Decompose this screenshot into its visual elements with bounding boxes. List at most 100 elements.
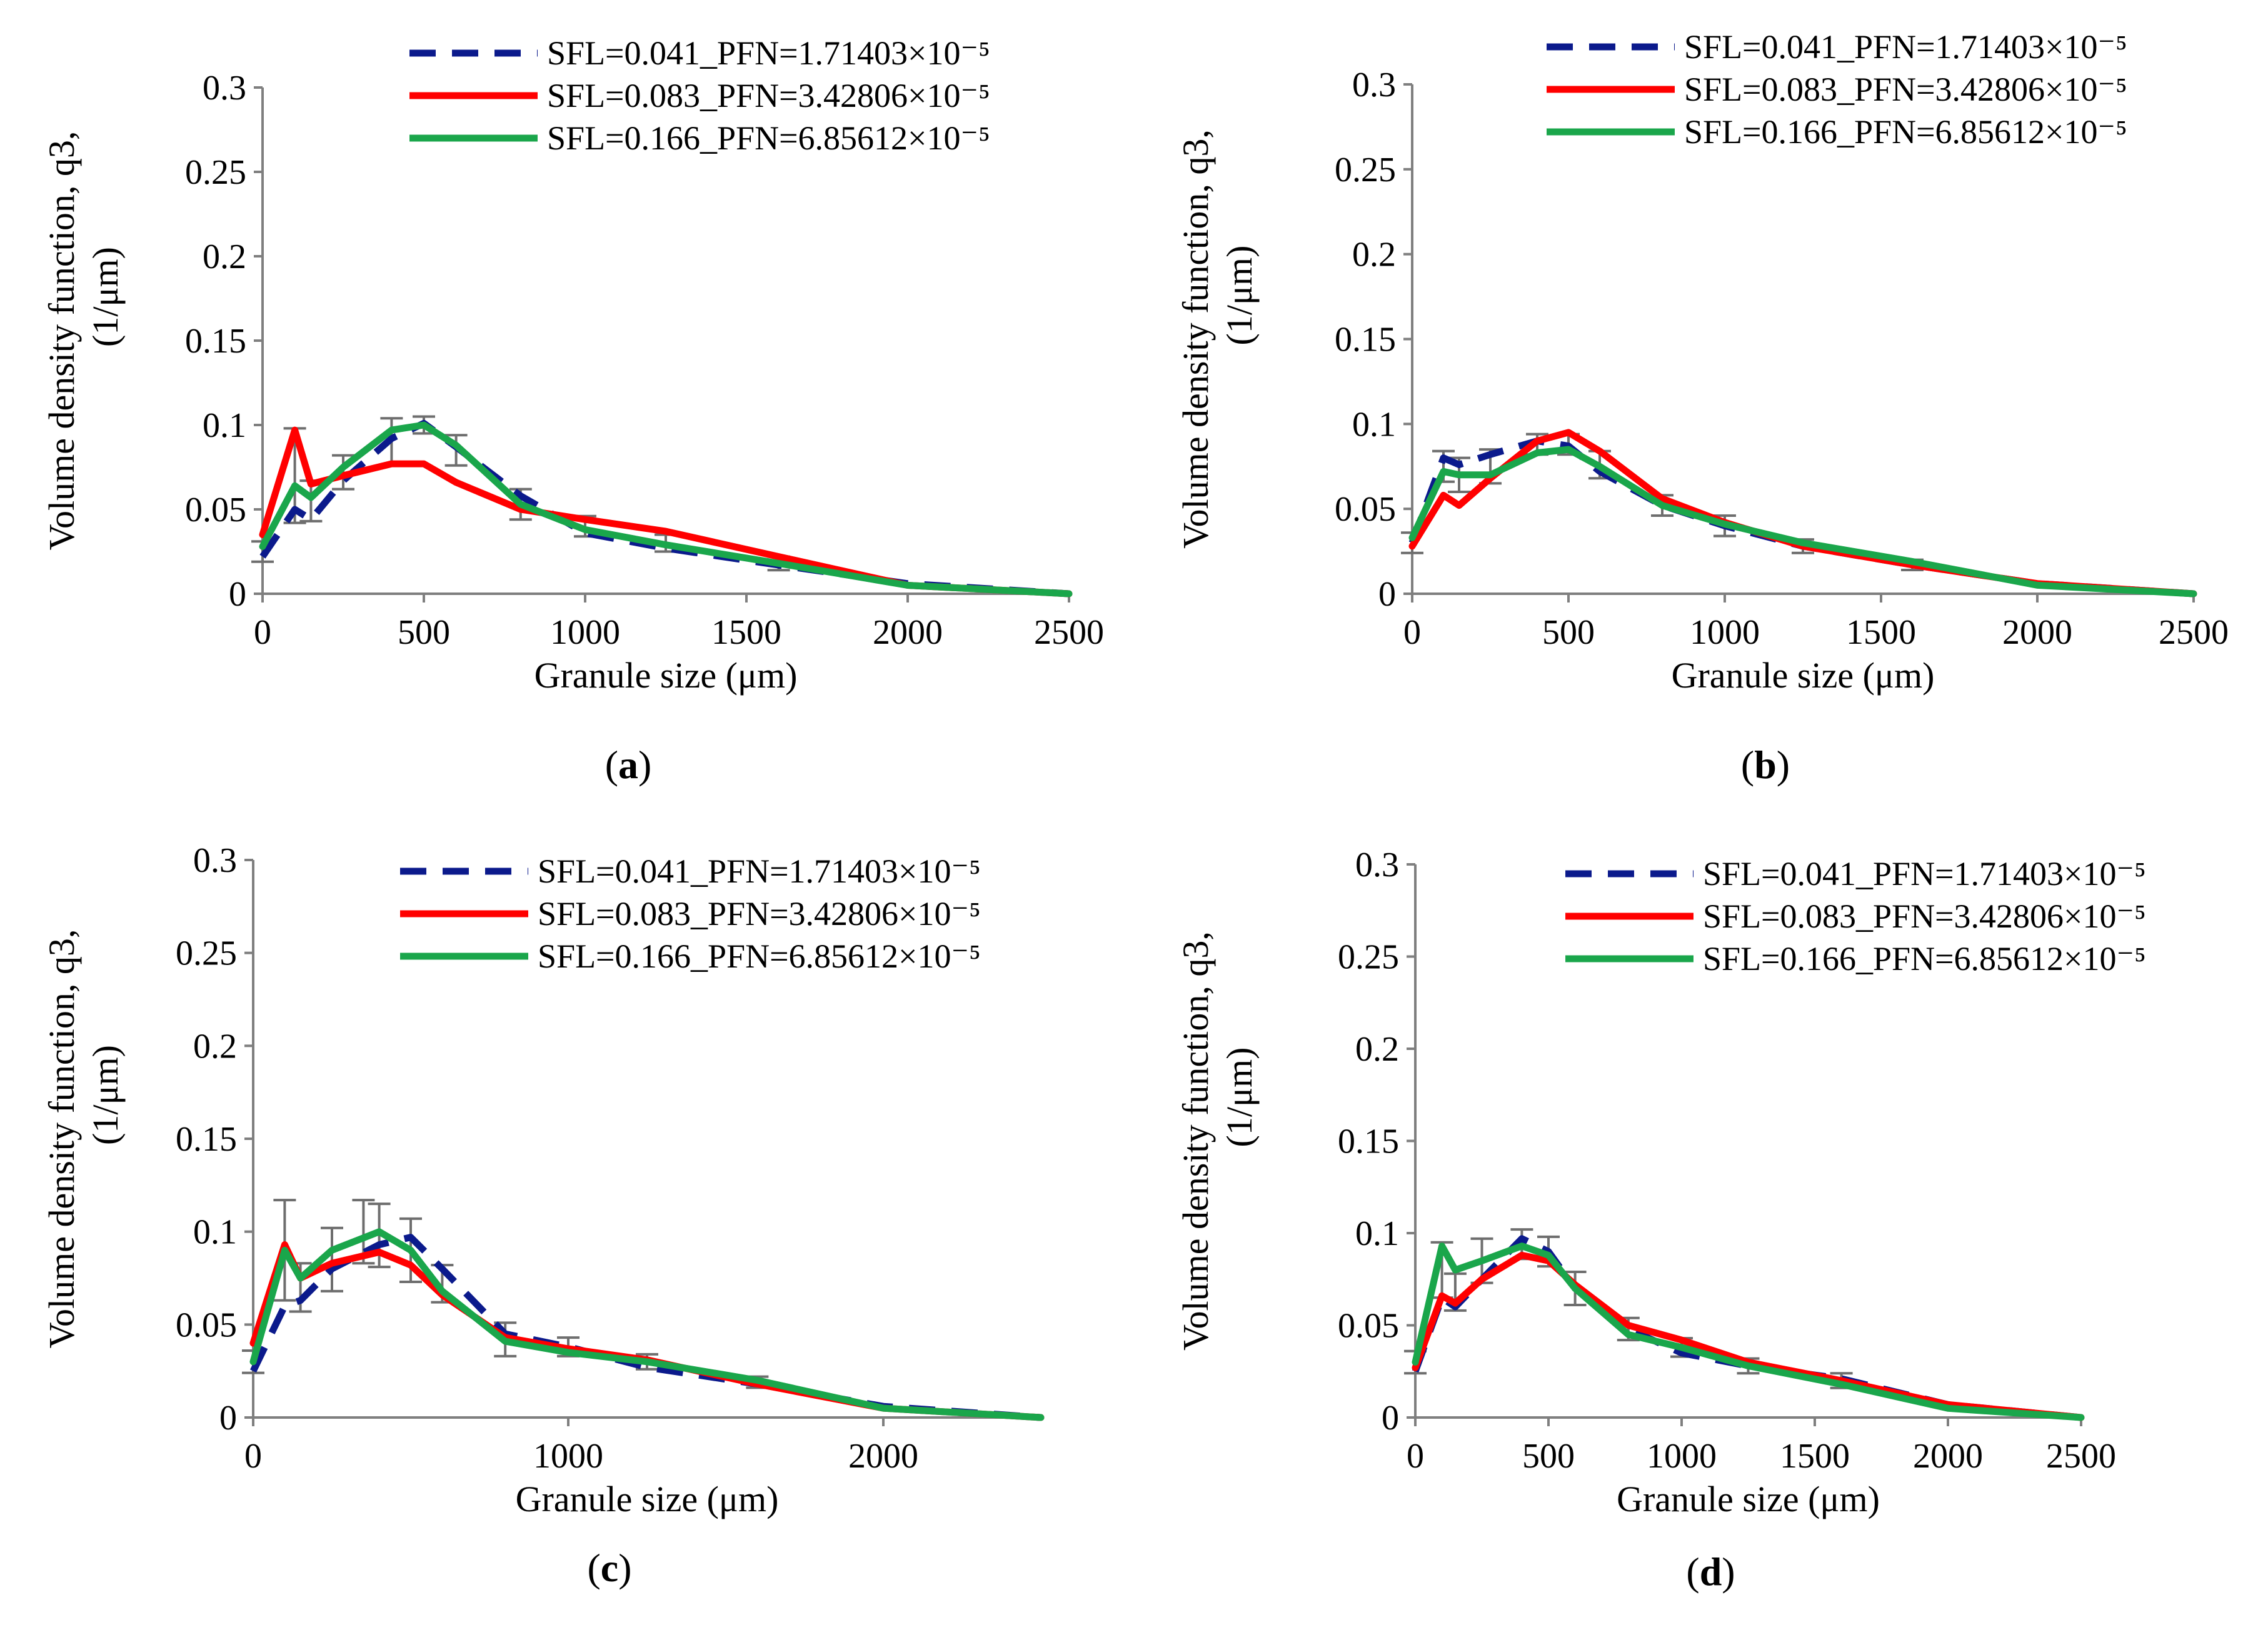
- caption-open-paren-a: (: [605, 742, 618, 787]
- y-tick-label-b: 0.15: [1335, 321, 1396, 359]
- x-tick-label-b: 2000: [2002, 613, 2072, 652]
- y-axis-title-line1-b: Volume density function, q3,: [1175, 129, 1216, 549]
- x-tick-label-b: 1500: [1846, 613, 1916, 652]
- x-tick-label-c: 1000: [533, 1437, 603, 1476]
- y-tick-label-a: 0.05: [185, 491, 246, 529]
- caption-open-paren-c: (: [587, 1546, 600, 1590]
- caption-close-paren-a: ): [638, 742, 651, 787]
- y-tick-label-d: 0.1: [1355, 1214, 1399, 1253]
- x-tick-label-b: 0: [1403, 613, 1421, 652]
- series-line-d-1: [1412, 1235, 2082, 1421]
- y-tick-label-a: 0: [229, 575, 246, 614]
- x-axis-title-b: Granule size (μm): [1672, 655, 1935, 696]
- y-tick-label-d: 0.05: [1338, 1307, 1399, 1346]
- x-tick-label-d: 1500: [1780, 1437, 1850, 1476]
- y-tick-label-c: 0.25: [176, 934, 237, 973]
- y-axis-title-line1-d: Volume density function, q3,: [1175, 931, 1216, 1351]
- x-tick-label-d: 0: [1407, 1437, 1424, 1476]
- caption-open-paren-b: (: [1741, 742, 1754, 787]
- x-tick-label-a: 2000: [873, 613, 943, 652]
- chart-panel-d: 0 0.05 0.1 0.15 0.2 0.25 0.3 0 500 1000 1500 2000 25…: [1134, 824, 2268, 1647]
- y-tick-label-b: 0.1: [1352, 405, 1396, 444]
- series-line-a-1: [259, 419, 1070, 598]
- caption-letter-d: d: [1700, 1549, 1722, 1594]
- y-axis-title-line2-a: (1/μm): [85, 247, 126, 347]
- series-line-a-3: [259, 421, 1073, 598]
- series-line-d-2: [1412, 1251, 2085, 1421]
- y-tick-label-a: 0.15: [185, 322, 246, 361]
- legend-label-c-1: SFL=0.041_PFN=1.71403×10⁻⁵: [538, 852, 981, 890]
- legend-label-c-2: SFL=0.083_PFN=3.42806×10⁻⁵: [538, 895, 981, 932]
- y-tick-label-b: 0.05: [1335, 490, 1396, 529]
- legend-label-b-2: SFL=0.083_PFN=3.42806×10⁻⁵: [1684, 71, 2127, 108]
- y-tick-label-c: 0.1: [193, 1213, 237, 1252]
- x-tick-label-b: 1000: [1690, 613, 1760, 652]
- caption-letter-a: a: [618, 742, 638, 787]
- chart-panel-c: 0 0.05 0.1 0.15 0.2 0.25 0.3 0 1000 2000 Granule s…: [0, 824, 1134, 1647]
- y-tick-label-a: 0.25: [185, 153, 246, 192]
- caption-letter-c: c: [601, 1546, 618, 1590]
- chart-panel-b: 0 0.05 0.1 0.15 0.2 0.25 0.3 0 500 1000 1500 2000 25…: [1134, 0, 2268, 824]
- x-tick-label-a: 1500: [711, 613, 781, 652]
- y-tick-label-d: 0.15: [1338, 1122, 1399, 1161]
- caption-close-paren-c: ): [618, 1546, 631, 1590]
- x-tick-label-a: 500: [398, 613, 450, 652]
- y-tick-label-c: 0.3: [193, 841, 237, 880]
- y-tick-label-b: 0.25: [1335, 151, 1396, 189]
- legend-label-d-3: SFL=0.166_PFN=6.85612×10⁻⁵: [1703, 940, 2146, 978]
- x-tick-label-a: 0: [254, 613, 271, 652]
- x-tick-label-d: 2500: [2046, 1437, 2116, 1476]
- y-axis-title-line2-c: (1/μm): [85, 1045, 126, 1145]
- legend-label-b-1: SFL=0.041_PFN=1.71403×10⁻⁵: [1684, 28, 2127, 66]
- legend-label-b-3: SFL=0.166_PFN=6.85612×10⁻⁵: [1684, 113, 2127, 151]
- y-axis-title-line1-c: Volume density function, q3,: [41, 929, 82, 1349]
- chart-b-svg: 0 0.05 0.1 0.15 0.2 0.25 0.3 0 500 1000 1500 2000 25…: [1175, 28, 2229, 787]
- x-tick-label-b: 2500: [2159, 613, 2229, 652]
- panel-caption-d: (d): [1686, 1549, 1735, 1594]
- chart-panel-a: 0 0.05 0.1 0.15 0.2 0.25 0.3 0 500 1000 1500 2000 25…: [0, 0, 1134, 824]
- panel-caption-c: (c): [587, 1546, 631, 1590]
- legend-label-a-3: SFL=0.166_PFN=6.85612×10⁻⁵: [547, 119, 990, 157]
- panel-caption-a: (a): [605, 742, 652, 787]
- x-tick-label-b: 500: [1542, 613, 1595, 652]
- y-tick-label-c: 0: [219, 1399, 237, 1438]
- x-axis-title-a: Granule size (μm): [534, 655, 798, 696]
- caption-letter-b: b: [1754, 742, 1777, 787]
- y-tick-label-a: 0.3: [203, 69, 246, 108]
- x-tick-label-c: 2000: [848, 1437, 918, 1476]
- series-line-c-3: [249, 1228, 1045, 1421]
- legend-label-a-2: SFL=0.083_PFN=3.42806×10⁻⁵: [547, 77, 990, 114]
- x-tick-label-d: 500: [1522, 1437, 1575, 1476]
- legend-label-d-2: SFL=0.083_PFN=3.42806×10⁻⁵: [1703, 898, 2146, 935]
- panel-caption-b: (b): [1741, 742, 1790, 787]
- x-tick-label-a: 2500: [1034, 613, 1104, 652]
- caption-close-paren-b: ): [1777, 742, 1790, 787]
- y-tick-label-d: 0.25: [1338, 938, 1399, 977]
- y-tick-label-b: 0: [1378, 575, 1396, 614]
- chart-d-svg: 0 0.05 0.1 0.15 0.2 0.25 0.3 0 500 1000 1500 2000 25…: [1175, 846, 2146, 1594]
- y-tick-label-c: 0.15: [176, 1120, 237, 1159]
- x-axis-title-c: Granule size (μm): [516, 1479, 779, 1519]
- y-tick-label-c: 0.05: [176, 1306, 237, 1344]
- series-line-b-3: [1408, 446, 2197, 598]
- x-tick-label-d: 1000: [1647, 1437, 1717, 1476]
- series-line-c-2: [249, 1241, 1045, 1421]
- series-line-b-1: [1408, 438, 2194, 598]
- series-line-a-2: [259, 426, 1073, 598]
- legend-label-d-1: SFL=0.041_PFN=1.71403×10⁻⁵: [1703, 855, 2146, 892]
- y-tick-label-b: 0.2: [1352, 236, 1396, 274]
- y-axis-title-line2-b: (1/μm): [1219, 246, 1260, 346]
- y-axis-title-line2-d: (1/μm): [1219, 1048, 1260, 1148]
- y-axis-title-line1-a: Volume density function, q3,: [41, 131, 82, 551]
- x-axis-title-d: Granule size (μm): [1617, 1479, 1880, 1519]
- x-tick-label-d: 2000: [1913, 1437, 1983, 1476]
- legend-label-c-3: SFL=0.166_PFN=6.85612×10⁻⁵: [538, 938, 981, 975]
- y-tick-label-d: 0.3: [1355, 846, 1399, 884]
- y-tick-label-d: 0: [1382, 1399, 1399, 1438]
- series-line-d-3: [1412, 1242, 2085, 1421]
- caption-open-paren-d: (: [1686, 1549, 1699, 1594]
- x-tick-label-c: 0: [244, 1437, 262, 1476]
- legend-label-a-1: SFL=0.041_PFN=1.71403×10⁻⁵: [547, 34, 990, 72]
- y-tick-label-c: 0.2: [193, 1027, 237, 1066]
- caption-close-paren-d: ): [1722, 1549, 1735, 1594]
